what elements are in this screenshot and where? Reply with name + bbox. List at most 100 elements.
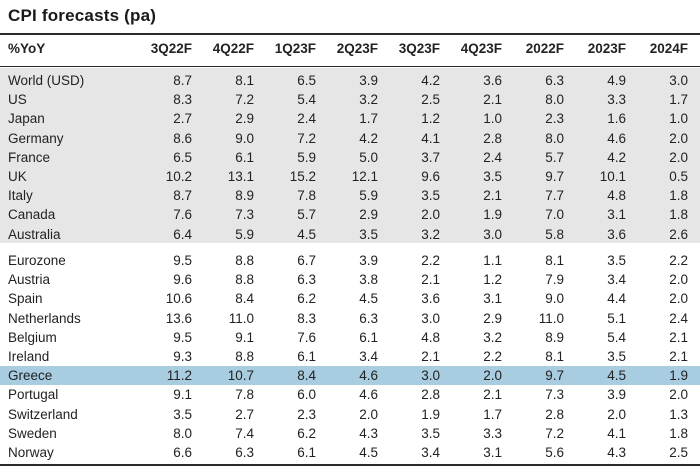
value-cell: 2.5 [669,445,688,460]
value-cell: 10.7 [227,368,254,384]
value-cell: 13.6 [165,310,192,326]
value-cell: 3.9 [607,387,626,403]
value-cell: 3.9 [359,253,378,268]
value-cell: 4.9 [607,73,626,88]
value-cell: 8.0 [545,92,564,108]
value-cell: 2.7 [173,111,192,127]
value-cell: 2.0 [359,406,378,422]
value-cell: 2.5 [421,92,440,108]
value-cell: 9.0 [545,291,564,307]
country-label: France [8,149,51,165]
country-label: Canada [8,207,56,223]
table-row: Portugal 9.1 7.8 6.0 4.6 2.8 2.1 7.3 3.9 2.0 [0,385,700,404]
value-cell: 2.8 [421,387,440,403]
value-cell: 8.3 [297,310,316,326]
column-header: 1Q23F [274,41,316,56]
value-cell: 5.7 [297,207,316,223]
value-cell: 15.2 [289,169,316,184]
value-cell: 3.2 [359,92,378,108]
value-cell: 1.0 [483,111,502,127]
value-cell: 1.8 [669,425,688,441]
value-cell: 4.5 [607,368,626,384]
country-label: Germany [8,130,64,146]
table-row: Spain 10.6 8.4 6.2 4.5 3.6 3.1 9.0 4.4 2.0 [0,289,700,308]
value-cell: 4.4 [607,291,626,307]
value-cell: 2.3 [297,406,316,422]
table-row: Austria 9.6 8.8 6.3 3.8 2.1 1.2 7.9 3.4 2.0 [0,270,700,289]
value-cell: 9.1 [173,387,192,403]
value-cell: 8.8 [235,349,254,364]
value-cell: 7.0 [545,207,564,223]
value-cell: 7.2 [297,130,316,146]
value-cell: 3.5 [421,188,440,204]
value-cell: 6.3 [545,73,564,88]
value-cell: 7.3 [235,207,254,223]
column-header: 2023F [587,41,626,56]
value-cell: 7.4 [235,425,254,441]
country-label: US [8,92,27,108]
country-label: Italy [8,188,33,204]
country-label: Portugal [8,387,59,403]
value-cell: 5.9 [359,188,378,204]
value-cell: 6.1 [235,149,254,165]
value-cell: 3.0 [421,310,440,326]
value-cell: 4.3 [359,425,378,441]
country-label: Netherlands [8,310,81,326]
value-cell: 6.6 [173,445,192,460]
table-row: Italy 8.7 8.9 7.8 5.9 3.5 2.1 7.7 4.8 1.8 [0,186,700,205]
table-row: France 6.5 6.1 5.9 5.0 3.7 2.4 5.7 4.2 2.0 [0,148,700,167]
value-cell: 1.8 [669,207,688,223]
value-cell: 6.1 [297,445,316,460]
value-cell: 3.5 [607,253,626,268]
header-label: %YoY [8,41,46,56]
value-cell: 3.0 [421,368,440,384]
value-cell: 8.9 [545,329,564,345]
value-cell: 2.1 [421,272,440,288]
value-cell: 3.5 [607,349,626,364]
column-header: 2Q23F [336,41,378,56]
value-cell: 1.9 [483,207,502,223]
table-row: UK 10.2 13.1 15.2 12.1 9.6 3.5 9.7 10.1 0.5 [0,167,700,186]
value-cell: 3.5 [359,226,378,242]
value-cell: 7.7 [545,188,564,204]
value-cell: 3.3 [483,425,502,441]
value-cell: 10.1 [599,169,626,184]
value-cell: 3.4 [421,445,440,460]
value-cell: 7.6 [173,207,192,223]
value-cell: 8.1 [545,253,564,268]
value-cell: 2.0 [669,149,688,165]
value-cell: 6.7 [297,253,316,268]
value-cell: 6.3 [235,445,254,460]
value-cell: 4.8 [421,329,440,345]
value-cell: 3.0 [483,226,502,242]
country-label: Eurozone [8,253,66,268]
value-cell: 1.0 [669,111,688,127]
value-cell: 2.9 [235,111,254,127]
value-cell: 4.2 [359,130,378,146]
value-cell: 3.6 [421,291,440,307]
value-cell: 9.7 [545,169,564,184]
value-cell: 8.7 [173,73,192,88]
value-cell: 3.4 [359,349,378,364]
column-header: 4Q23F [460,41,502,56]
value-cell: 3.5 [421,425,440,441]
table-row: Greece 11.2 10.7 8.4 4.6 3.0 2.0 9.7 4.5 1.9 [0,366,700,385]
table-row: Sweden 8.0 7.4 6.2 4.3 3.5 3.3 7.2 4.1 1.8 [0,424,700,443]
country-label: Japan [8,111,45,127]
value-cell: 1.9 [669,368,688,384]
value-cell: 5.7 [545,149,564,165]
value-cell: 2.8 [483,130,502,146]
value-cell: 3.5 [173,406,192,422]
column-header: 3Q22F [150,41,192,56]
value-cell: 7.2 [235,92,254,108]
table-row: Australia 6.4 5.9 4.5 3.5 3.2 3.0 5.8 3.6 2.6 [0,225,700,244]
value-cell: 2.4 [297,111,316,127]
value-cell: 1.7 [669,92,688,108]
country-label: Norway [8,445,54,460]
value-cell: 11.0 [538,310,564,326]
value-cell: 9.6 [421,169,440,184]
value-cell: 3.6 [483,73,502,88]
value-cell: 4.1 [421,130,440,146]
value-cell: 2.9 [359,207,378,223]
table-row: Belgium 9.5 9.1 7.6 6.1 4.8 3.2 8.9 5.4 2.1 [0,328,700,347]
